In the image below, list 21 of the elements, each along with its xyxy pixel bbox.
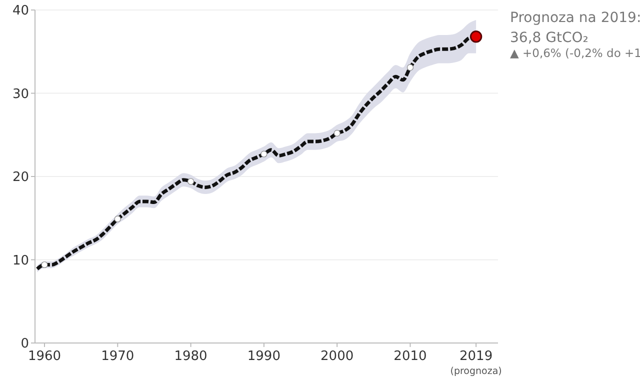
point	[188, 178, 194, 185]
x-tick-label: 2019 (prognoza)	[450, 349, 502, 377]
text: Prognoza na 2019:	[510, 10, 640, 26]
y-tick-label: 30	[12, 86, 29, 102]
point	[260, 150, 268, 158]
x-tick-label: 1970	[101, 349, 134, 364]
x-tick-label: 2010	[394, 349, 427, 364]
y-tick-label: 10	[12, 253, 29, 268]
y-tick-label: 20	[12, 170, 29, 186]
text: 36,8 GtCO₂	[510, 30, 588, 46]
x-tick-label: 1960	[28, 349, 62, 364]
point	[470, 30, 482, 43]
point	[114, 216, 121, 222]
point	[334, 130, 340, 136]
y-tick-label: 40	[12, 4, 29, 19]
point	[406, 64, 414, 71]
x-tick-label: 2000	[320, 349, 354, 364]
x-tick-label: 1990	[247, 349, 280, 364]
x-tick-label: 1980	[174, 349, 208, 364]
y-tick-label: 0	[20, 336, 29, 352]
point	[41, 261, 48, 268]
